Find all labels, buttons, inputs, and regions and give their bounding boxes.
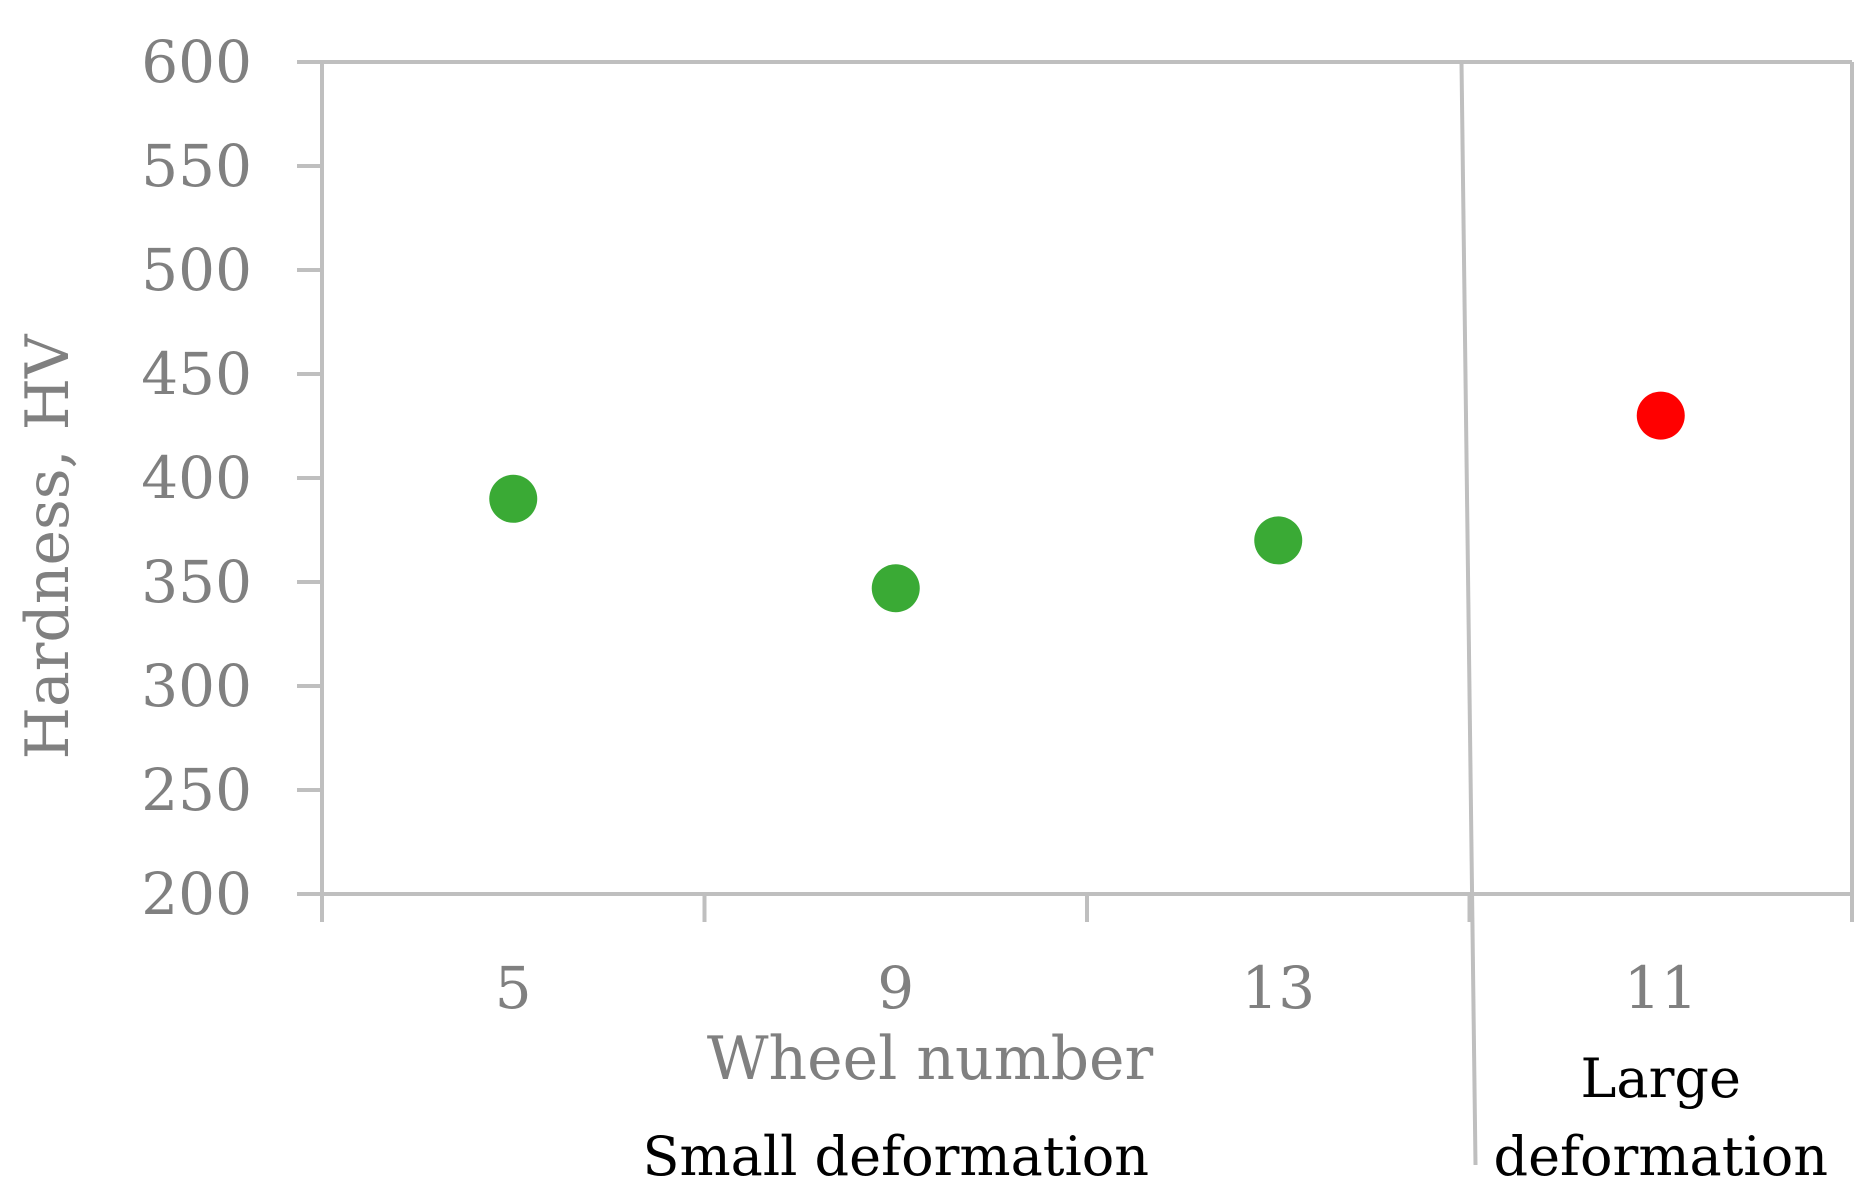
x-tick-label: 9 (877, 954, 914, 1022)
y-tick-label: 300 (141, 652, 252, 720)
y-tick-label: 350 (141, 548, 252, 616)
y-tick-label: 400 (141, 444, 252, 512)
x-tick-label: 13 (1241, 954, 1315, 1022)
data-point (1636, 391, 1685, 440)
y-axis-title: Hardness, HV (13, 333, 83, 759)
group-separator (1459, 61, 1478, 1166)
x-tick-labels: 5 9 13 11 (495, 954, 1698, 1022)
y-tick-label: 550 (141, 132, 252, 200)
x-tick-label: 5 (495, 954, 532, 1022)
chart-axes (297, 60, 1854, 1166)
group-labels: Small deformation Large deformation (642, 1047, 1828, 1188)
x-axis-title: Wheel number (707, 1024, 1154, 1094)
y-tick-label: 500 (141, 236, 252, 304)
data-point (1254, 516, 1303, 565)
group-label-line: Large (1581, 1047, 1741, 1110)
data-point (871, 564, 920, 613)
data-point (489, 474, 538, 523)
y-tick-labels: 200 250 300 350 400 450 500 550 600 (141, 28, 252, 928)
y-tick-label: 250 (141, 756, 252, 824)
y-tick-label: 200 (141, 860, 252, 928)
y-tick-label: 450 (141, 340, 252, 408)
group-label-line: Small deformation (642, 1125, 1149, 1188)
data-points (489, 391, 1685, 613)
x-tick-label: 11 (1624, 954, 1698, 1022)
y-tick-label: 600 (141, 28, 252, 96)
group-label-line: deformation (1494, 1125, 1829, 1188)
